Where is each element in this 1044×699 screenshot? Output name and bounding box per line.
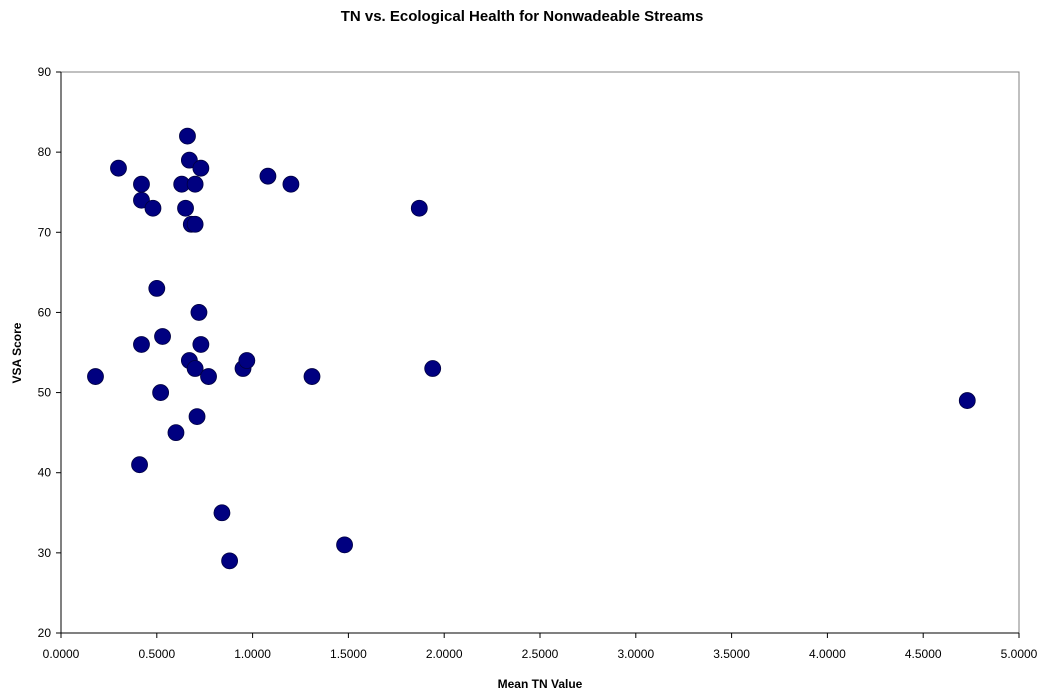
x-axis: 0.0000 0.5000 1.0000 1.5000 2.0000 2.5000 3.00… — [43, 632, 1038, 661]
data-point — [133, 175, 150, 193]
y-axis: 20 30 40 50 60 70 80 90 — [38, 65, 62, 640]
data-point — [131, 456, 148, 474]
data-point — [179, 127, 196, 145]
data-point — [144, 199, 162, 217]
data-point — [190, 304, 208, 321]
x-tick-label: 3.5000 — [713, 647, 750, 661]
data-point — [186, 360, 204, 377]
y-tick-label: 70 — [38, 225, 52, 239]
y-tick-label: 50 — [38, 386, 52, 400]
data-point — [424, 360, 442, 377]
data-point — [200, 368, 217, 385]
data-point — [133, 191, 150, 209]
data-point — [180, 151, 198, 169]
data-point — [958, 392, 976, 409]
x-tick-label: 0.0000 — [43, 647, 80, 661]
data-point — [259, 167, 277, 185]
data-point — [410, 199, 428, 217]
y-tick-label: 80 — [38, 145, 52, 159]
y-axis-label: VSA Score — [10, 322, 24, 383]
x-tick-label: 5.0000 — [1001, 647, 1038, 661]
data-point — [186, 175, 204, 193]
data-point — [154, 328, 171, 345]
data-point — [336, 536, 353, 554]
data-point — [87, 368, 104, 385]
y-tick-label: 60 — [38, 305, 52, 319]
chart-title: TN vs. Ecological Health for Nonwadeable… — [341, 8, 704, 25]
data-point — [282, 175, 300, 193]
x-tick-label: 1.0000 — [234, 647, 271, 661]
x-tick-label: 2.0000 — [426, 647, 463, 661]
y-tick-label: 20 — [38, 626, 52, 640]
x-axis-label: Mean TN Value — [498, 677, 583, 691]
x-tick-label: 4.5000 — [905, 647, 942, 661]
x-tick-label: 0.5000 — [138, 647, 175, 661]
x-tick-label: 4.0000 — [809, 647, 846, 661]
data-point — [213, 504, 231, 522]
data-point — [148, 279, 166, 297]
data-point — [188, 408, 206, 426]
data-point — [177, 199, 194, 217]
data-point — [110, 159, 127, 177]
x-tick-label: 1.5000 — [330, 647, 367, 661]
data-point — [152, 384, 170, 401]
data-point — [192, 336, 210, 353]
plot-frame — [60, 71, 1020, 634]
data-point — [133, 336, 150, 353]
x-tick-label: 2.5000 — [522, 647, 559, 661]
y-tick-label: 30 — [38, 546, 52, 560]
y-tick-label: 40 — [38, 466, 52, 480]
data-point — [238, 352, 256, 369]
x-tick-label: 3.0000 — [617, 647, 654, 661]
data-point — [167, 424, 185, 442]
data-point — [192, 159, 210, 177]
data-point — [303, 368, 321, 385]
data-point — [221, 552, 239, 570]
plot-area — [60, 71, 1020, 634]
y-tick-label: 90 — [38, 65, 52, 79]
data-points — [87, 127, 976, 570]
data-point — [186, 215, 204, 233]
